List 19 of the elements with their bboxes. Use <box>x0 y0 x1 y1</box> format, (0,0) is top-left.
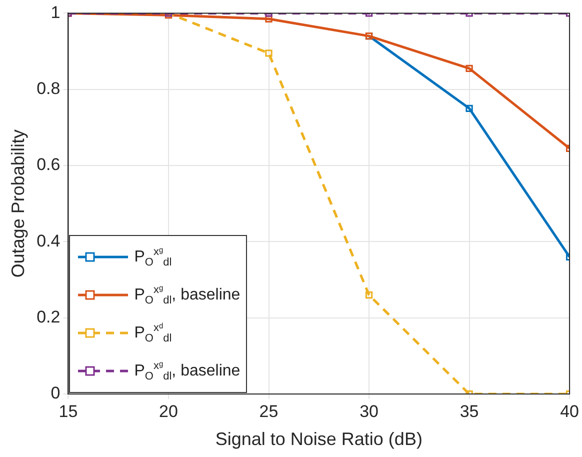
y-tick-label: 0.2 <box>36 308 60 327</box>
y-tick-label: 0.6 <box>36 155 60 174</box>
point <box>365 291 373 299</box>
point <box>265 50 272 57</box>
x-tick-label: 20 <box>159 402 178 421</box>
x-axis-title: Signal to Noise Ratio (dB) <box>215 429 422 450</box>
point <box>466 64 473 72</box>
y-tick-label: 0.8 <box>36 79 60 98</box>
y-tick-label: 1 <box>50 2 60 22</box>
x-tick-label: 30 <box>360 402 378 421</box>
point <box>466 104 473 112</box>
x-tick-label: 25 <box>259 402 278 421</box>
y-axis-title: Outage Probability <box>8 130 28 278</box>
point <box>265 15 272 22</box>
x-tick-label: 40 <box>560 402 580 421</box>
x-tick-label: 15 <box>58 402 78 421</box>
y-tick-label: 0 <box>50 384 60 403</box>
y-tick-label: 0.4 <box>36 231 60 250</box>
x-tick-label: 35 <box>460 402 479 421</box>
